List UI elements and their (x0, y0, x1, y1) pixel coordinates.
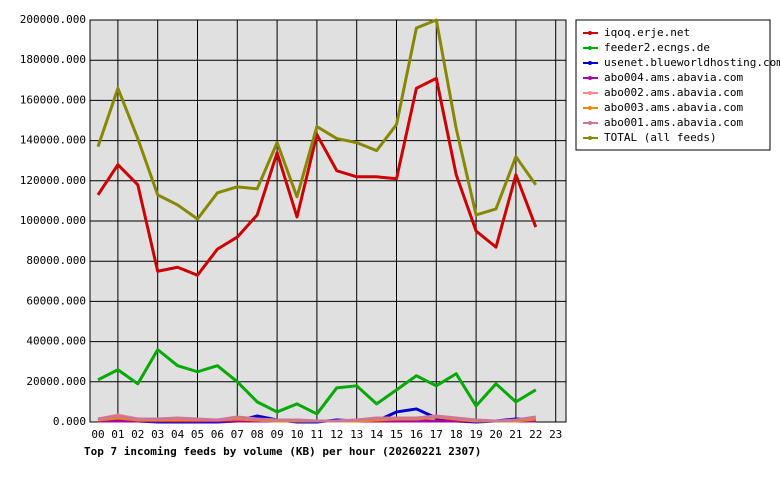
chart-title: Top 7 incoming feeds by volume (KB) per … (84, 445, 481, 458)
series-line (96, 18, 538, 221)
legend-marker (588, 76, 592, 80)
x-tick-label: 15 (390, 428, 403, 441)
legend-label: abo001.ams.abavia.com (604, 116, 743, 129)
x-tick-label: 08 (251, 428, 264, 441)
y-tick-label: 180000.000 (20, 53, 86, 66)
x-tick-label: 13 (350, 428, 363, 441)
x-tick-label: 18 (450, 428, 463, 441)
x-tick-label: 11 (310, 428, 323, 441)
legend-marker (588, 46, 592, 50)
legend-label: abo002.ams.abavia.com (604, 86, 743, 99)
x-tick-label: 09 (270, 428, 283, 441)
x-tick-label: 03 (151, 428, 164, 441)
legend-label: abo003.ams.abavia.com (604, 101, 743, 114)
x-tick-label: 07 (231, 428, 244, 441)
x-tick-label: 12 (330, 428, 343, 441)
series-line (97, 348, 537, 416)
legend-label: iqoq.erje.net (604, 26, 690, 39)
y-tick-label: 120000.000 (20, 174, 86, 187)
x-tick-label: 20 (489, 428, 502, 441)
legend-label: feeder2.ecngs.de (604, 41, 710, 54)
y-tick-label: 200000.000 (20, 13, 86, 26)
x-tick-label: 02 (131, 428, 144, 441)
y-tick-label: 160000.000 (20, 93, 86, 106)
legend-marker (588, 61, 592, 65)
x-tick-label: 14 (370, 428, 384, 441)
y-tick-label: 40000.000 (26, 335, 86, 348)
legend-marker (588, 106, 592, 110)
x-tick-label: 16 (410, 428, 423, 441)
legend-marker (588, 121, 592, 125)
legend-label: usenet.blueworldhosting.com (604, 56, 780, 69)
y-tick-label: 100000.000 (20, 214, 86, 227)
y-tick-label: 80000.000 (26, 254, 86, 267)
series-line (97, 414, 537, 423)
legend-marker (588, 136, 592, 140)
legend-box (575, 19, 771, 151)
x-tick-label: 05 (191, 428, 204, 441)
x-tick-label: 10 (290, 428, 303, 441)
legend-marker (588, 31, 592, 35)
legend-label: TOTAL (all feeds) (604, 131, 717, 144)
x-tick-label: 19 (469, 428, 482, 441)
y-tick-label: 0.000 (53, 415, 86, 428)
y-tick-label: 20000.000 (26, 375, 86, 388)
legend-label: abo004.ams.abavia.com (604, 71, 743, 84)
x-tick-label: 22 (529, 428, 542, 441)
x-tick-label: 17 (430, 428, 443, 441)
y-tick-label: 60000.000 (26, 294, 86, 307)
x-tick-label: 01 (111, 428, 124, 441)
x-tick-label: 23 (549, 428, 562, 441)
series-line (96, 76, 538, 277)
x-tick-label: 21 (509, 428, 522, 441)
legend-marker (588, 91, 592, 95)
y-tick-label: 140000.000 (20, 134, 86, 147)
x-tick-label: 00 (91, 428, 104, 441)
x-tick-label: 04 (171, 428, 185, 441)
x-tick-label: 06 (211, 428, 224, 441)
